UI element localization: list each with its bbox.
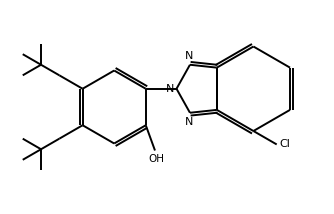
- Text: OH: OH: [148, 154, 164, 164]
- Text: N: N: [166, 84, 175, 94]
- Text: N: N: [185, 117, 193, 127]
- Text: N: N: [185, 51, 193, 61]
- Text: Cl: Cl: [280, 140, 291, 149]
